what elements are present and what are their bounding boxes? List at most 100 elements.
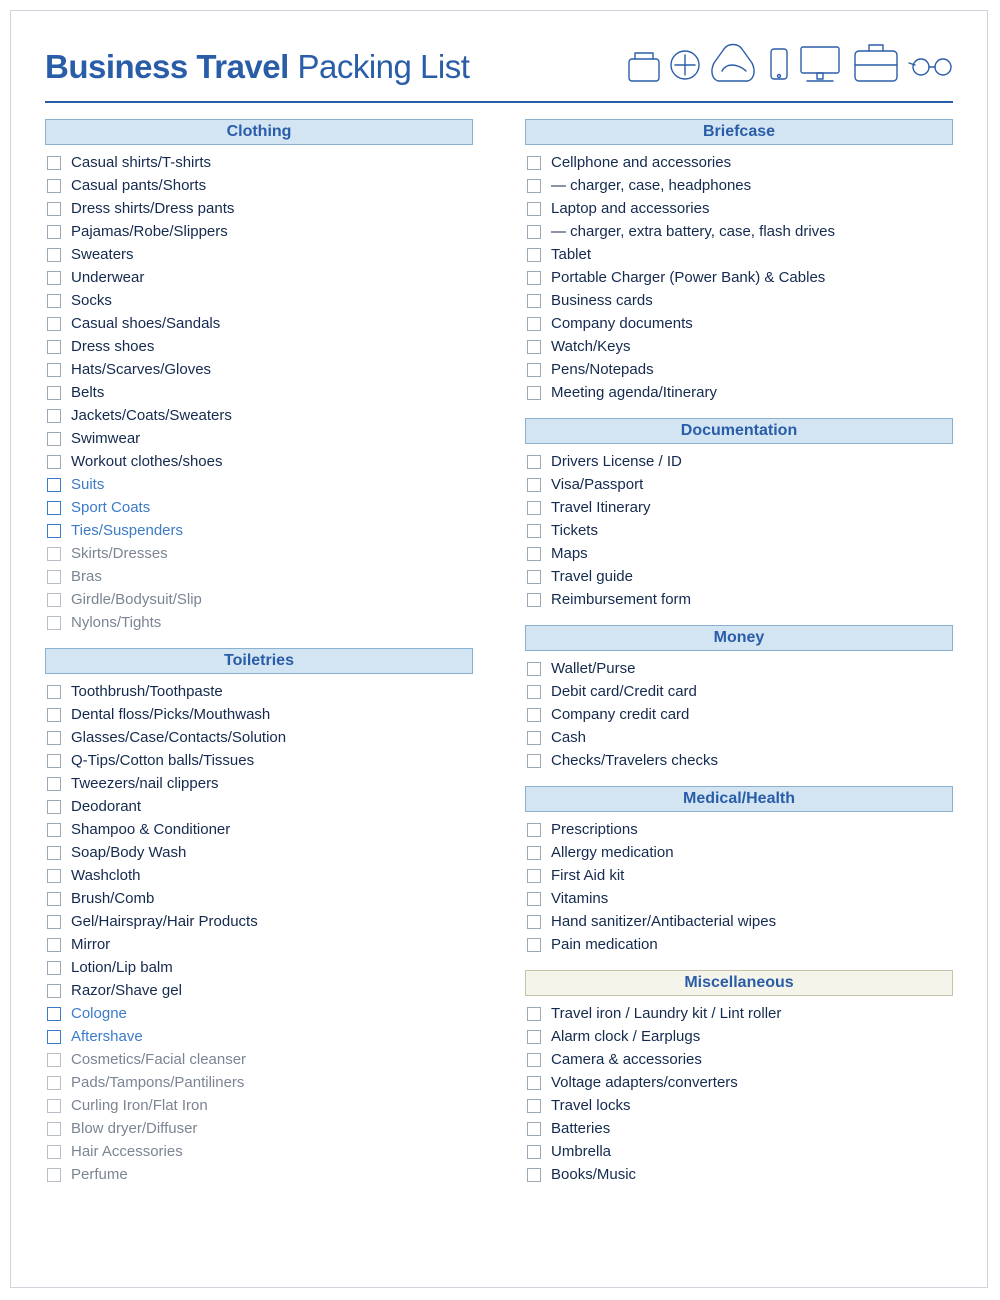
- list-item: Business cards: [525, 289, 953, 312]
- checkbox[interactable]: [527, 294, 541, 308]
- checkbox[interactable]: [47, 409, 61, 423]
- checkbox[interactable]: [47, 823, 61, 837]
- checkbox[interactable]: [47, 961, 61, 975]
- checkbox[interactable]: [527, 915, 541, 929]
- list-item: Blow dryer/Diffuser: [45, 1117, 473, 1140]
- checkbox[interactable]: [47, 800, 61, 814]
- checkbox[interactable]: [47, 892, 61, 906]
- checkbox[interactable]: [527, 501, 541, 515]
- checkbox[interactable]: [527, 271, 541, 285]
- checkbox[interactable]: [47, 432, 61, 446]
- checkbox[interactable]: [527, 1076, 541, 1090]
- checkbox[interactable]: [527, 731, 541, 745]
- checkbox[interactable]: [47, 1030, 61, 1044]
- checkbox[interactable]: [47, 1122, 61, 1136]
- checkbox[interactable]: [47, 294, 61, 308]
- checkbox[interactable]: [47, 179, 61, 193]
- checkbox[interactable]: [47, 225, 61, 239]
- title-bold: Business Travel: [45, 48, 289, 85]
- checkbox[interactable]: [527, 754, 541, 768]
- checkbox[interactable]: [527, 1168, 541, 1182]
- checkbox[interactable]: [47, 271, 61, 285]
- checkbox[interactable]: [527, 1053, 541, 1067]
- checkbox[interactable]: [47, 1099, 61, 1113]
- checkbox[interactable]: [47, 524, 61, 538]
- checkbox[interactable]: [47, 938, 61, 952]
- checkbox[interactable]: [527, 570, 541, 584]
- list-item: Travel Itinerary: [525, 496, 953, 519]
- checkbox[interactable]: [47, 570, 61, 584]
- checkbox[interactable]: [47, 478, 61, 492]
- checkbox[interactable]: [47, 915, 61, 929]
- checkbox[interactable]: [47, 363, 61, 377]
- checkbox[interactable]: [527, 823, 541, 837]
- checkbox[interactable]: [47, 685, 61, 699]
- checkbox[interactable]: [47, 1007, 61, 1021]
- checkbox[interactable]: [527, 1099, 541, 1113]
- checkbox[interactable]: [527, 1030, 541, 1044]
- section-clothing: ClothingCasual shirts/T-shirtsCasual pan…: [45, 119, 473, 634]
- checkbox[interactable]: [527, 547, 541, 561]
- checkbox[interactable]: [527, 938, 541, 952]
- checkbox[interactable]: [47, 731, 61, 745]
- checkbox[interactable]: [527, 317, 541, 331]
- list-item: Q-Tips/Cotton balls/Tissues: [45, 749, 473, 772]
- item-label: Drivers License / ID: [551, 453, 682, 471]
- checkbox[interactable]: [47, 984, 61, 998]
- checkbox[interactable]: [527, 478, 541, 492]
- checkbox[interactable]: [47, 501, 61, 515]
- checkbox[interactable]: [527, 1007, 541, 1021]
- checkbox[interactable]: [527, 455, 541, 469]
- item-label: Casual shirts/T-shirts: [71, 154, 211, 172]
- checkbox[interactable]: [527, 1122, 541, 1136]
- checkbox[interactable]: [47, 386, 61, 400]
- checkbox[interactable]: [47, 593, 61, 607]
- checkbox[interactable]: [527, 386, 541, 400]
- checkbox[interactable]: [47, 1168, 61, 1182]
- checkbox[interactable]: [527, 593, 541, 607]
- title-light: Packing List: [289, 48, 470, 85]
- checkbox[interactable]: [47, 1053, 61, 1067]
- list-item: Checks/Travelers checks: [525, 749, 953, 772]
- checkbox[interactable]: [527, 892, 541, 906]
- list-item: Dress shirts/Dress pants: [45, 197, 473, 220]
- checkbox[interactable]: [527, 340, 541, 354]
- checkbox[interactable]: [47, 616, 61, 630]
- checkbox[interactable]: [527, 869, 541, 883]
- checkbox[interactable]: [527, 1145, 541, 1159]
- page: Business Travel Packing List: [10, 10, 988, 1288]
- checkbox[interactable]: [47, 202, 61, 216]
- checkbox[interactable]: [527, 202, 541, 216]
- checkbox[interactable]: [47, 1076, 61, 1090]
- list-item: Cash: [525, 726, 953, 749]
- checkbox[interactable]: [527, 846, 541, 860]
- checkbox[interactable]: [527, 685, 541, 699]
- checkbox[interactable]: [47, 777, 61, 791]
- checkbox[interactable]: [527, 524, 541, 538]
- checkbox[interactable]: [47, 708, 61, 722]
- list-item: Underwear: [45, 266, 473, 289]
- checkbox[interactable]: [527, 662, 541, 676]
- right-column: BriefcaseCellphone and accessories — cha…: [525, 119, 953, 1200]
- section-title: Medical/Health: [525, 786, 953, 812]
- checkbox[interactable]: [47, 1145, 61, 1159]
- checkbox[interactable]: [527, 156, 541, 170]
- checkbox[interactable]: [47, 156, 61, 170]
- checkbox[interactable]: [527, 248, 541, 262]
- checkbox[interactable]: [47, 547, 61, 561]
- checkbox[interactable]: [47, 754, 61, 768]
- checkbox[interactable]: [527, 179, 541, 193]
- checkbox[interactable]: [47, 340, 61, 354]
- left-column: ClothingCasual shirts/T-shirtsCasual pan…: [45, 119, 473, 1200]
- checkbox[interactable]: [47, 248, 61, 262]
- checkbox[interactable]: [47, 869, 61, 883]
- checkbox[interactable]: [527, 708, 541, 722]
- checkbox[interactable]: [47, 317, 61, 331]
- list-item: — charger, extra battery, case, flash dr…: [525, 220, 953, 243]
- item-label: Hair Accessories: [71, 1143, 183, 1161]
- checkbox[interactable]: [527, 363, 541, 377]
- checkbox[interactable]: [527, 225, 541, 239]
- checkbox[interactable]: [47, 846, 61, 860]
- checkbox[interactable]: [47, 455, 61, 469]
- item-label: Umbrella: [551, 1143, 611, 1161]
